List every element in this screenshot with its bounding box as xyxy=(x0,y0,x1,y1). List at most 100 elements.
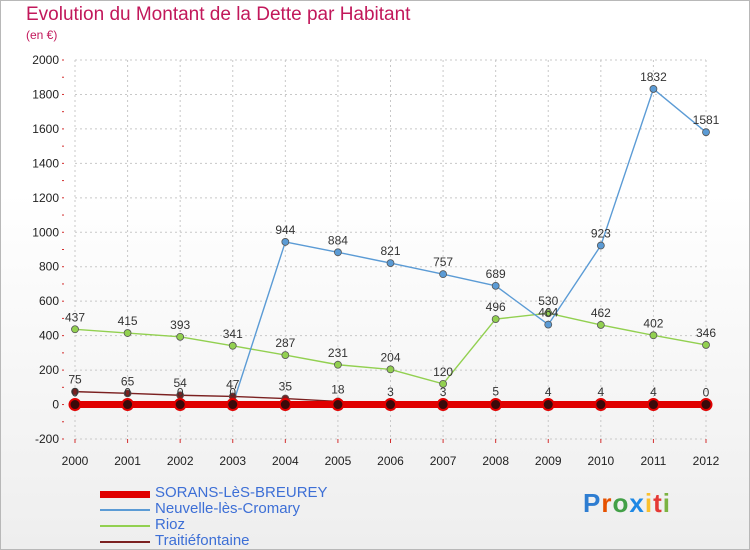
data-point xyxy=(71,387,79,396)
x-tick-label: 2011 xyxy=(641,454,667,468)
y-tick-label: 1000 xyxy=(32,225,59,239)
y-axis: -200 0 200 400 600 800 1000 1200 1400 1600 1800 200… xyxy=(32,53,64,446)
x-axis: 2000 2001 2002 2003 2004 2005 2006 2007 2008 2009… xyxy=(62,439,720,468)
y-tick-label: 600 xyxy=(39,294,59,308)
data-point xyxy=(384,398,397,412)
x-tick-label: 2002 xyxy=(167,454,194,468)
series-layer xyxy=(68,85,713,412)
data-label: 0 xyxy=(72,386,79,400)
data-point xyxy=(176,332,185,341)
data-point xyxy=(436,398,450,412)
data-point xyxy=(594,398,608,412)
y-tick-label: 2000 xyxy=(32,53,59,67)
data-point xyxy=(68,398,82,412)
data-point xyxy=(646,398,660,412)
y-tick-label: 800 xyxy=(39,260,59,274)
data-point xyxy=(386,259,395,268)
x-tick-label: 2008 xyxy=(482,454,509,468)
data-label: 341 xyxy=(223,327,243,341)
data-label: 821 xyxy=(380,244,400,258)
data-label: 0 xyxy=(124,386,131,400)
proxiti-logo: Proxiti xyxy=(583,488,671,518)
data-label: 1832 xyxy=(640,70,667,84)
data-label: 884 xyxy=(328,233,348,247)
chart-title: Evolution du Montant de la Dette par Hab… xyxy=(26,4,411,25)
y-tick-label: 200 xyxy=(39,363,59,377)
data-label: 415 xyxy=(118,314,138,328)
data-point xyxy=(173,398,187,412)
data-label: 231 xyxy=(328,346,348,360)
data-point xyxy=(386,365,395,374)
data-label: 464 xyxy=(538,306,558,320)
data-label: 35 xyxy=(279,380,293,394)
x-tick-label: 2001 xyxy=(114,454,141,468)
data-point xyxy=(123,389,132,398)
data-point xyxy=(439,379,447,388)
legend-swatch xyxy=(100,525,150,527)
data-point xyxy=(331,398,345,412)
legend-label: Neuvelle-lès-Cromary xyxy=(155,500,301,517)
data-point xyxy=(649,331,658,340)
data-point xyxy=(123,329,132,337)
data-label: 689 xyxy=(486,267,506,281)
data-label: 462 xyxy=(591,306,611,320)
data-label: 120 xyxy=(433,365,453,379)
x-tick-label: 2010 xyxy=(587,454,614,468)
data-point xyxy=(281,351,290,360)
data-point xyxy=(334,360,342,369)
data-point xyxy=(226,398,240,412)
data-point xyxy=(228,341,237,350)
data-point xyxy=(439,270,447,279)
data-label: 393 xyxy=(170,318,190,332)
y-tick-label: 0 xyxy=(52,398,59,412)
data-label: 1581 xyxy=(693,113,720,127)
data-label: 757 xyxy=(433,255,453,269)
x-tick-label: 2006 xyxy=(377,454,404,468)
y-tick-label: 1800 xyxy=(32,87,59,101)
data-point xyxy=(491,281,500,290)
data-label: 0 xyxy=(703,386,710,400)
legend-label: Rioz xyxy=(155,516,186,533)
data-point xyxy=(334,248,342,257)
y-tick-label: 1400 xyxy=(32,156,59,170)
y-tick-label: 1200 xyxy=(32,191,59,205)
data-label: 4 xyxy=(650,385,657,399)
data-point xyxy=(491,315,500,323)
data-point xyxy=(281,238,290,246)
data-label: 3 xyxy=(440,385,447,399)
x-tick-label: 2003 xyxy=(219,454,246,468)
data-label: 75 xyxy=(68,373,82,387)
data-label: 5 xyxy=(492,385,499,399)
data-point xyxy=(541,398,555,412)
data-point xyxy=(544,320,553,329)
legend-swatch xyxy=(100,490,150,498)
data-point xyxy=(649,85,658,93)
data-point xyxy=(121,398,135,412)
x-tick-label: 2005 xyxy=(325,454,352,468)
x-tick-label: 2004 xyxy=(272,454,299,468)
data-point xyxy=(702,128,710,137)
data-label: 204 xyxy=(380,350,400,364)
data-label: 530 xyxy=(538,294,558,308)
data-point xyxy=(71,325,79,334)
data-label: 496 xyxy=(486,300,506,314)
data-label: 346 xyxy=(696,326,716,340)
data-label: 287 xyxy=(275,336,295,350)
x-tick-label: 2012 xyxy=(693,454,720,468)
data-point xyxy=(702,341,710,349)
data-label: 0 xyxy=(229,386,236,400)
data-point xyxy=(278,398,292,412)
data-point xyxy=(699,398,713,412)
y-tick-label: 400 xyxy=(39,329,59,343)
y-tick-label: 1600 xyxy=(32,122,59,136)
data-point xyxy=(544,309,553,318)
data-label: 0 xyxy=(177,386,184,400)
data-label: 437 xyxy=(65,310,85,324)
x-tick-label: 2009 xyxy=(535,454,562,468)
data-label: 402 xyxy=(643,316,663,330)
data-label: 4 xyxy=(545,385,552,399)
x-tick-label: 2000 xyxy=(62,454,89,468)
data-label: 944 xyxy=(275,223,295,237)
